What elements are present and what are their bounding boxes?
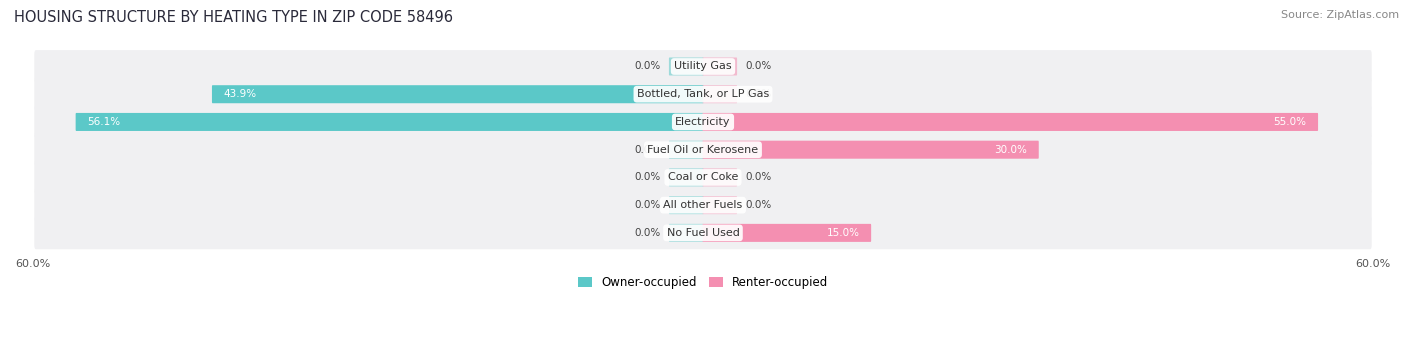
FancyBboxPatch shape — [669, 58, 703, 75]
FancyBboxPatch shape — [703, 224, 872, 242]
Text: 43.9%: 43.9% — [224, 89, 257, 99]
Text: 0.0%: 0.0% — [634, 145, 661, 155]
FancyBboxPatch shape — [34, 189, 1372, 222]
Text: HOUSING STRUCTURE BY HEATING TYPE IN ZIP CODE 58496: HOUSING STRUCTURE BY HEATING TYPE IN ZIP… — [14, 10, 453, 25]
Text: 56.1%: 56.1% — [87, 117, 121, 127]
FancyBboxPatch shape — [669, 224, 703, 242]
FancyBboxPatch shape — [703, 58, 737, 75]
FancyBboxPatch shape — [703, 141, 1039, 159]
Text: 0.0%: 0.0% — [634, 61, 661, 72]
Text: Fuel Oil or Kerosene: Fuel Oil or Kerosene — [647, 145, 759, 155]
Text: 0.0%: 0.0% — [745, 89, 772, 99]
Text: 15.0%: 15.0% — [827, 228, 859, 238]
Text: 0.0%: 0.0% — [634, 173, 661, 182]
Text: 0.0%: 0.0% — [745, 61, 772, 72]
Text: 55.0%: 55.0% — [1274, 117, 1306, 127]
Text: No Fuel Used: No Fuel Used — [666, 228, 740, 238]
Text: Electricity: Electricity — [675, 117, 731, 127]
Text: Utility Gas: Utility Gas — [675, 61, 731, 72]
FancyBboxPatch shape — [703, 113, 1317, 131]
FancyBboxPatch shape — [34, 106, 1372, 138]
FancyBboxPatch shape — [669, 141, 703, 159]
Text: 30.0%: 30.0% — [994, 145, 1026, 155]
Text: 0.0%: 0.0% — [745, 173, 772, 182]
FancyBboxPatch shape — [34, 161, 1372, 194]
FancyBboxPatch shape — [703, 196, 737, 214]
Text: All other Fuels: All other Fuels — [664, 200, 742, 210]
FancyBboxPatch shape — [34, 78, 1372, 110]
FancyBboxPatch shape — [34, 133, 1372, 166]
FancyBboxPatch shape — [212, 85, 703, 103]
FancyBboxPatch shape — [703, 168, 737, 187]
FancyBboxPatch shape — [669, 168, 703, 187]
Text: 0.0%: 0.0% — [634, 200, 661, 210]
Text: 0.0%: 0.0% — [745, 200, 772, 210]
FancyBboxPatch shape — [669, 196, 703, 214]
Text: Coal or Coke: Coal or Coke — [668, 173, 738, 182]
Text: 0.0%: 0.0% — [634, 228, 661, 238]
FancyBboxPatch shape — [34, 50, 1372, 83]
FancyBboxPatch shape — [703, 85, 737, 103]
FancyBboxPatch shape — [34, 217, 1372, 249]
Legend: Owner-occupied, Renter-occupied: Owner-occupied, Renter-occupied — [572, 271, 834, 294]
FancyBboxPatch shape — [76, 113, 703, 131]
Text: Source: ZipAtlas.com: Source: ZipAtlas.com — [1281, 10, 1399, 20]
Text: Bottled, Tank, or LP Gas: Bottled, Tank, or LP Gas — [637, 89, 769, 99]
